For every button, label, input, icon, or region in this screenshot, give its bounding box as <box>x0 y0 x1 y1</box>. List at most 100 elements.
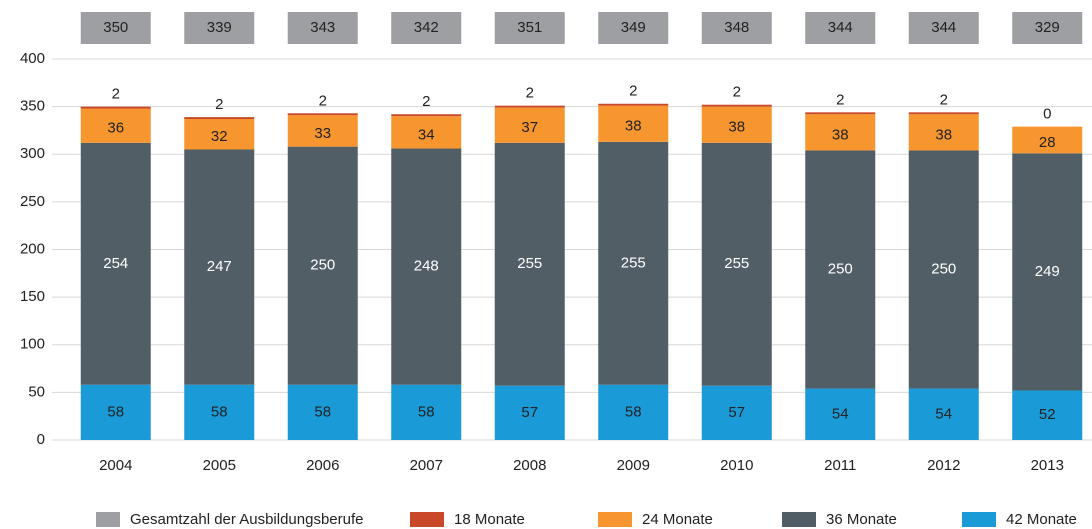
total-box <box>908 12 979 44</box>
total-label: 350 <box>103 19 128 36</box>
bar-segment <box>1012 126 1083 154</box>
value-label: 38 <box>832 126 849 143</box>
bar-segment <box>80 108 151 143</box>
bar-segment <box>391 384 462 440</box>
value-label: 248 <box>414 258 439 275</box>
total-label: 329 <box>1035 19 1060 36</box>
bar-segment <box>598 141 669 385</box>
value-label: 57 <box>521 404 538 421</box>
value-label: 33 <box>314 125 331 142</box>
bar-segment <box>701 106 772 143</box>
total-label: 351 <box>517 19 542 36</box>
value-label: 255 <box>724 255 749 272</box>
bar-segment <box>391 114 462 117</box>
bar-segment <box>1012 390 1083 440</box>
bar-segment <box>494 142 565 386</box>
total-box <box>287 12 358 44</box>
bar-segment <box>805 112 876 115</box>
value-label: 250 <box>931 260 956 277</box>
value-label: 58 <box>211 403 228 420</box>
value-label: 254 <box>103 255 128 272</box>
value-label: 250 <box>310 257 335 274</box>
y-tick-label: 250 <box>20 193 45 210</box>
legend-swatch <box>410 512 444 527</box>
bar-segment <box>598 103 669 106</box>
bar-segment <box>805 114 876 151</box>
value-label: 54 <box>832 405 849 422</box>
value-label: 37 <box>521 119 538 136</box>
legend-label: 24 Monate <box>642 511 713 528</box>
bar-segment <box>908 114 979 151</box>
total-label: 342 <box>414 19 439 36</box>
y-tick-label: 150 <box>20 288 45 305</box>
bar-segment <box>701 385 772 440</box>
bar-segment <box>80 142 151 385</box>
value-label: 36 <box>107 120 124 137</box>
total-box <box>701 12 772 44</box>
total-box <box>184 12 255 44</box>
y-tick-label: 50 <box>28 383 45 400</box>
value-label: 38 <box>935 126 952 143</box>
legend-swatch <box>96 512 120 527</box>
bar-segment <box>184 117 255 120</box>
value-label: 255 <box>517 255 542 272</box>
bar-segment <box>391 148 462 385</box>
x-tick-label: 2013 <box>1031 457 1064 474</box>
value-label: 58 <box>625 403 642 420</box>
legend-swatch <box>962 512 996 527</box>
bar-segment <box>701 142 772 386</box>
value-label: 250 <box>828 260 853 277</box>
value-label: 58 <box>107 403 124 420</box>
bar-segment <box>391 116 462 149</box>
total-label: 339 <box>207 19 232 36</box>
bar-segment <box>908 112 979 115</box>
x-tick-label: 2006 <box>306 457 339 474</box>
total-box <box>1012 12 1083 44</box>
x-tick-label: 2004 <box>99 457 132 474</box>
value-label: 58 <box>314 403 331 420</box>
value-label: 57 <box>728 404 745 421</box>
bar-segment <box>598 105 669 142</box>
value-label: 54 <box>935 405 952 422</box>
bar-segment <box>908 150 979 389</box>
bar-segment <box>494 385 565 440</box>
value-label: 32 <box>211 128 228 145</box>
bar-segment <box>184 384 255 440</box>
bar-segment <box>701 104 772 107</box>
value-label: 247 <box>207 258 232 275</box>
y-tick-label: 200 <box>20 240 45 257</box>
total-box <box>598 12 669 44</box>
value-label: 2 <box>215 96 223 113</box>
value-label: 2 <box>422 93 430 110</box>
bar-segment <box>494 105 565 108</box>
x-tick-label: 2007 <box>410 457 443 474</box>
value-label: 2 <box>112 86 120 103</box>
x-tick-label: 2012 <box>927 457 960 474</box>
legend-swatch <box>782 512 816 527</box>
legend-label: 42 Monate <box>1006 511 1077 528</box>
value-label: 38 <box>728 119 745 136</box>
y-tick-label: 400 <box>20 50 45 67</box>
value-label: 52 <box>1039 406 1056 423</box>
y-tick-label: 350 <box>20 98 45 115</box>
bar-segment <box>908 388 979 440</box>
bar-segment <box>598 384 669 440</box>
bar-segment <box>287 384 358 440</box>
total-box <box>805 12 876 44</box>
bar-segment <box>184 149 255 385</box>
x-tick-label: 2011 <box>824 457 856 474</box>
bar-segment <box>805 150 876 389</box>
value-label: 2 <box>319 92 327 109</box>
value-label: 58 <box>418 403 435 420</box>
x-tick-label: 2005 <box>203 457 236 474</box>
legend-label: Gesamtzahl der Ausbildungsberufe <box>130 511 363 528</box>
x-tick-label: 2009 <box>617 457 650 474</box>
value-label: 0 <box>1043 106 1051 123</box>
bar-segment <box>287 146 358 385</box>
x-tick-label: 2010 <box>720 457 753 474</box>
value-label: 2 <box>526 85 534 102</box>
value-label: 2 <box>836 91 844 108</box>
value-label: 38 <box>625 118 642 135</box>
total-box <box>80 12 151 44</box>
bar-segment <box>287 113 358 116</box>
